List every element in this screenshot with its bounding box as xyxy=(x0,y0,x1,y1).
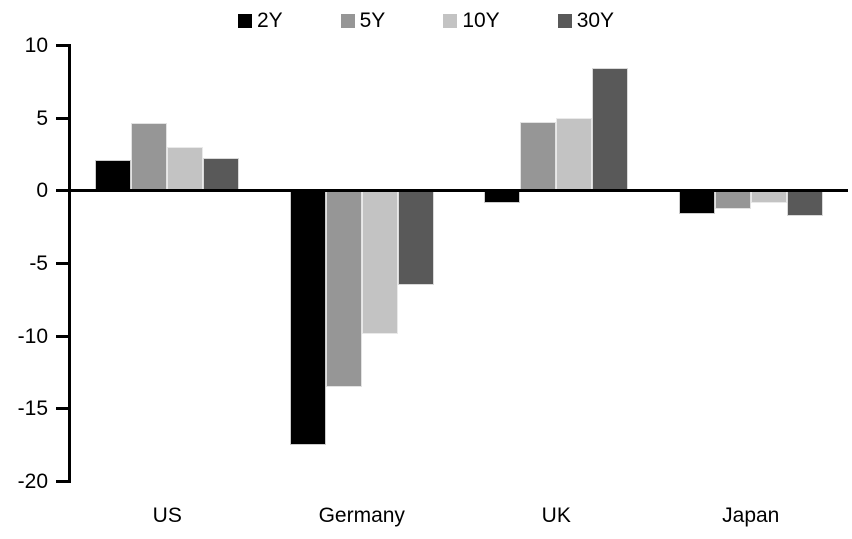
bar-us-2y xyxy=(95,159,132,191)
bar-germany-5y xyxy=(325,190,362,387)
y-axis-tick-label: -20 xyxy=(17,470,48,493)
bar-japan-10y xyxy=(750,190,787,204)
y-axis-tick xyxy=(56,116,70,120)
legend-item-10y: 10Y xyxy=(443,9,500,32)
x-axis-category-label: US xyxy=(152,504,182,527)
y-axis-tick-label: -15 xyxy=(17,397,48,421)
y-axis-tick xyxy=(56,334,70,338)
bar-japan-2y xyxy=(678,190,715,214)
y-axis-tick-label: -5 xyxy=(29,252,48,275)
bar-uk-10y xyxy=(556,117,593,191)
bar-us-5y xyxy=(131,123,168,191)
x-axis-category-label: Japan xyxy=(722,504,780,527)
y-axis-tick xyxy=(56,407,70,411)
x-axis-category-label: Germany xyxy=(318,504,405,527)
y-axis-tick-label: 5 xyxy=(36,106,48,130)
y-axis-tick-label: 0 xyxy=(36,179,48,203)
bar-germany-10y xyxy=(361,190,398,335)
legend-item-5y: 5Y xyxy=(340,9,386,32)
bar-germany-2y xyxy=(289,190,326,445)
y-axis-tick xyxy=(56,262,70,265)
legend-label: 30Y xyxy=(576,9,615,32)
bar-uk-5y xyxy=(520,122,557,191)
bar-us-10y xyxy=(167,146,204,191)
bar-us-30y xyxy=(203,158,240,191)
y-axis-tick xyxy=(56,44,70,47)
y-axis-tick xyxy=(56,189,70,193)
y-axis-tick-label: -10 xyxy=(17,324,48,348)
legend-label: 2Y xyxy=(256,9,283,32)
legend-item-30y: 30Y xyxy=(557,9,615,32)
bar-japan-30y xyxy=(786,190,823,217)
bar-uk-2y xyxy=(484,190,521,204)
legend-swatch-icon xyxy=(340,13,355,28)
legend-item-2y: 2Y xyxy=(237,9,283,32)
chart-legend: 2Y 5Y 10Y 30Y xyxy=(0,10,852,31)
legend-swatch-icon xyxy=(557,13,572,28)
x-axis-zero-line xyxy=(70,188,848,192)
y-axis-tick xyxy=(56,480,70,483)
legend-label: 10Y xyxy=(462,9,500,32)
y-axis-tick-label: 10 xyxy=(24,34,48,57)
legend-swatch-icon xyxy=(237,13,252,28)
bar-uk-30y xyxy=(592,68,629,191)
legend-label: 5Y xyxy=(359,9,386,32)
legend-swatch-icon xyxy=(443,13,458,28)
x-axis-category-label: UK xyxy=(541,504,571,527)
bar-germany-30y xyxy=(397,190,434,285)
bar-japan-5y xyxy=(714,190,751,210)
